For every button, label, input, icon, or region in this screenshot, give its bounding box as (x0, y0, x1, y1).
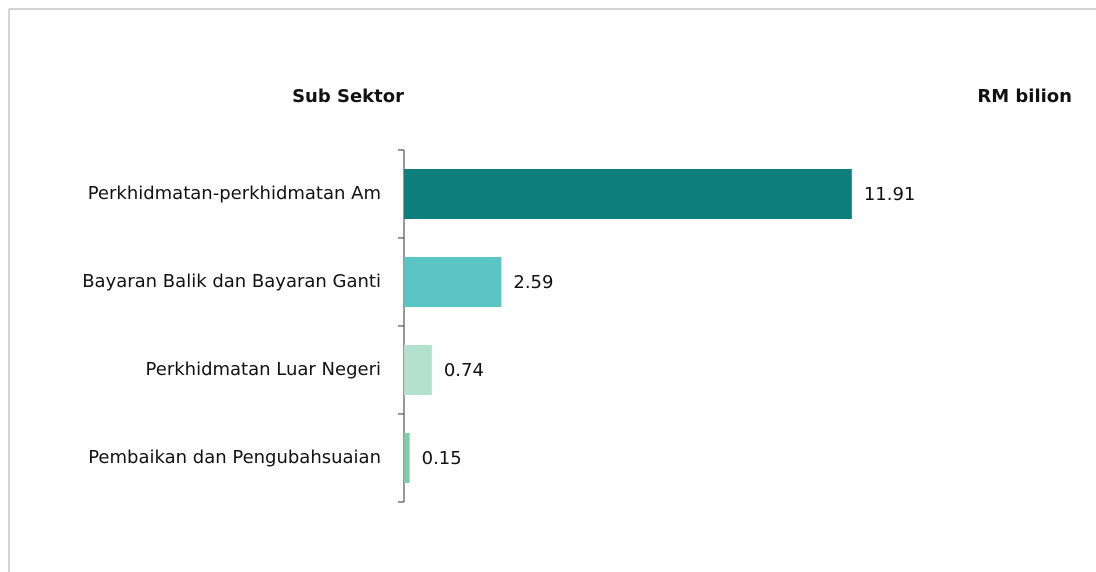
value-label: 0.74 (444, 360, 484, 381)
bar (404, 169, 852, 219)
bar (404, 257, 502, 307)
bar (404, 433, 410, 483)
value-label: 0.15 (422, 448, 462, 469)
category-label: Pembaikan dan Pengubahsuaian (88, 447, 381, 468)
category-label: Perkhidmatan Luar Negeri (146, 359, 381, 380)
category-label: Perkhidmatan-perkhidmatan Am (88, 183, 381, 204)
category-axis-label: Sub Sektor (292, 86, 404, 107)
value-label: 11.91 (864, 184, 916, 205)
bar (404, 345, 432, 395)
value-label: 2.59 (513, 272, 553, 293)
category-label: Bayaran Balik dan Bayaran Ganti (82, 271, 381, 292)
value-axis-label: RM bilion (977, 86, 1072, 107)
